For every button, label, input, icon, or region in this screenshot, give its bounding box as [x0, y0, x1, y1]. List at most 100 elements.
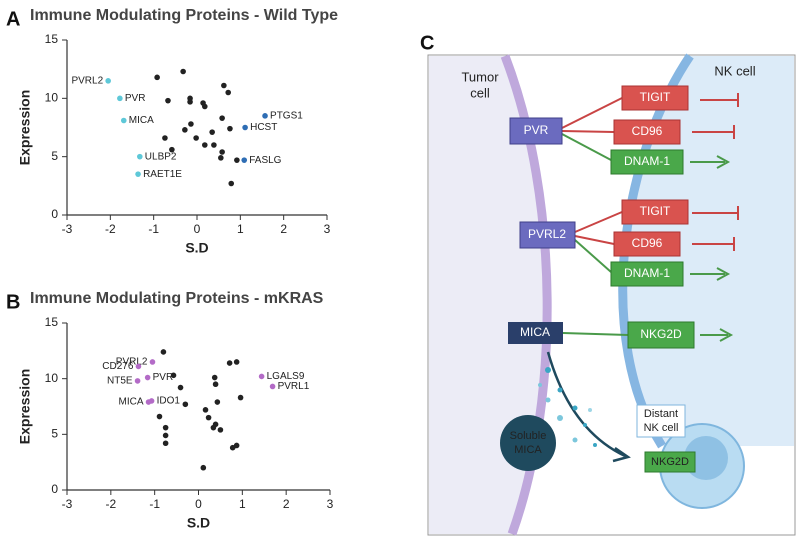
point [137, 153, 143, 160]
point-label: NT5E [107, 376, 133, 387]
distant-label: NK cell [644, 422, 679, 434]
point [228, 180, 235, 187]
point-label: ULBP2 [145, 151, 177, 162]
point [148, 398, 155, 404]
receptor-label: CD96 [632, 124, 663, 138]
y-tick-label: 10 [45, 371, 59, 385]
point [202, 142, 208, 148]
point [162, 424, 169, 431]
receptor-box [610, 149, 684, 175]
receptor-box [621, 199, 689, 225]
point [217, 427, 224, 433]
y-tick-label: 5 [51, 149, 58, 163]
point [234, 157, 240, 163]
point [165, 97, 171, 104]
point [205, 414, 212, 421]
x-tick-label: -3 [62, 222, 73, 236]
distant-label: Distant [644, 408, 678, 420]
x-tick-label: -3 [62, 497, 73, 511]
point-label: PTGS1 [270, 110, 303, 121]
point [233, 442, 240, 449]
x-tick-label: -2 [105, 222, 116, 236]
point [182, 127, 188, 133]
x-axis-title: S.D [187, 515, 210, 531]
y-tick-label: 15 [45, 32, 59, 46]
x-tick-label: 0 [195, 497, 202, 511]
point [269, 383, 276, 390]
point [219, 115, 225, 121]
panel-letter: A [6, 8, 20, 30]
point [209, 129, 215, 135]
tumor-label: Tumor [461, 69, 499, 84]
point [177, 384, 184, 391]
point [202, 407, 209, 413]
point [241, 157, 248, 163]
point [160, 349, 167, 355]
point [212, 421, 219, 428]
y-tick-label: 5 [51, 427, 58, 441]
receptor-box [613, 119, 681, 145]
receptor-box [627, 321, 695, 349]
point-label: PVRL1 [278, 381, 310, 392]
point [105, 78, 111, 84]
x-tick-label: -1 [149, 497, 160, 511]
point-label: PVRL2 [71, 75, 103, 86]
y-axis-title: Expression [17, 90, 33, 165]
receptor-label: CD96 [632, 236, 663, 250]
x-tick-label: 2 [280, 222, 287, 236]
panel-letter: C [420, 32, 434, 54]
x-tick-label: 3 [324, 222, 331, 236]
x-tick-label: 1 [239, 497, 246, 511]
receptor-label: NKG2D [640, 327, 682, 341]
point [219, 149, 225, 155]
point [120, 117, 127, 124]
point [149, 359, 156, 365]
ligand-label: PVRL2 [528, 227, 566, 241]
point [214, 399, 221, 405]
point-label: RAET1E [143, 169, 182, 180]
point [134, 378, 141, 384]
point [162, 440, 169, 447]
ligand-box [519, 221, 576, 249]
tumor-cell [429, 56, 548, 534]
point-label: MICA [119, 397, 144, 408]
point [169, 146, 175, 153]
y-tick-label: 0 [51, 207, 58, 221]
receptor-box [644, 451, 696, 473]
point [212, 381, 219, 388]
nk-label: NK cell [714, 63, 755, 78]
y-axis-title: Expression [17, 369, 33, 444]
receptor-label: NKG2D [651, 456, 689, 468]
point [135, 363, 142, 370]
x-tick-label: -2 [105, 497, 116, 511]
point [144, 374, 151, 381]
point [193, 135, 199, 141]
point [237, 394, 244, 401]
chart-title: Immune Modulating Proteins - Wild Type [30, 7, 338, 24]
point [226, 360, 233, 366]
ligand-label: PVR [524, 123, 549, 137]
point [218, 155, 224, 161]
point-label: PVRL2 [116, 357, 148, 368]
receptor-label: TIGIT [640, 204, 671, 218]
receptor-box [613, 231, 681, 257]
point [211, 142, 217, 148]
point [162, 135, 168, 141]
x-tick-label: 2 [283, 497, 290, 511]
point [188, 121, 194, 127]
point [202, 103, 208, 110]
point [258, 373, 265, 380]
panel-c: Tumor cell NK cell C PVR PVRL2 MICA TIGI… [420, 32, 796, 536]
receptor-label: DNAM-1 [624, 154, 670, 168]
receptor-box [621, 85, 689, 111]
point [156, 413, 163, 420]
connectors [546, 93, 739, 463]
x-tick-label: -1 [148, 222, 159, 236]
point [262, 113, 268, 119]
receptor-label: TIGIT [640, 90, 671, 104]
point [187, 99, 193, 105]
point-label: PVR [125, 93, 146, 104]
ligand-box [508, 322, 563, 344]
ligand-box [509, 117, 563, 145]
